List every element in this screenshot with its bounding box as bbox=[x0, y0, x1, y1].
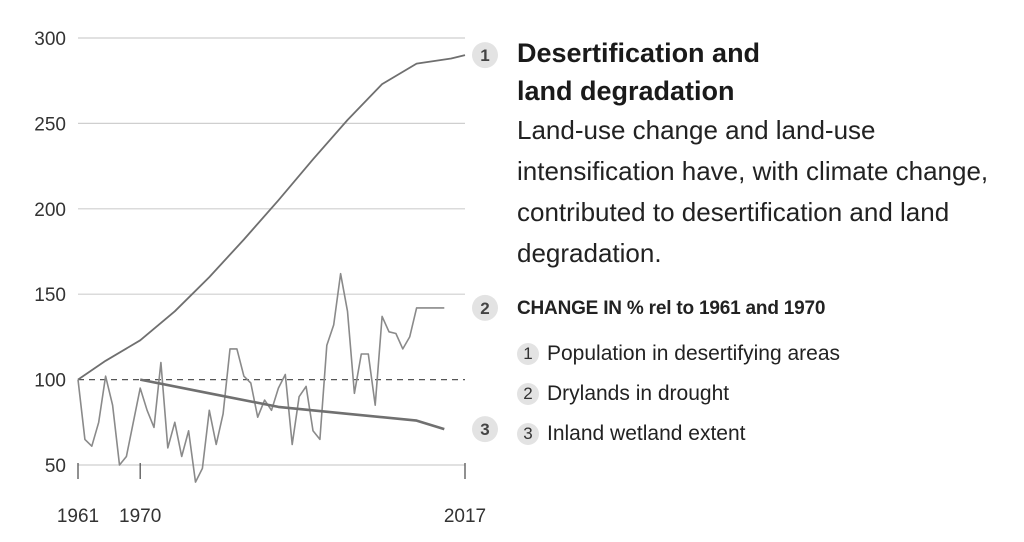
chart-description: Land-use change and land-use intensifica… bbox=[517, 115, 989, 268]
series-marker-circle bbox=[472, 42, 498, 69]
y-tick-label: 300 bbox=[34, 29, 66, 50]
x-tick-label: 1970 bbox=[119, 506, 161, 527]
series-line-1 bbox=[77, 54, 466, 381]
legend-number-badge: 3 bbox=[517, 423, 539, 445]
chart-canvas: 300 250 200 150 100 50 1961 1970 2017 1 2 3 bbox=[34, 29, 498, 527]
y-tick-label: 50 bbox=[45, 456, 66, 477]
legend-label: Drylands in drought bbox=[547, 382, 730, 405]
chart-title: Desertification and land degradation bbox=[517, 38, 761, 106]
series-marker-number: 1 bbox=[480, 46, 489, 65]
legend-number-badge: 2 bbox=[517, 383, 539, 405]
series-marker-circle bbox=[472, 416, 498, 443]
y-tick-label: 250 bbox=[34, 114, 66, 135]
series-end-markers: 1 2 3 bbox=[472, 42, 498, 443]
legend-item: 2 Drylands in drought bbox=[517, 374, 1017, 414]
series-line-2 bbox=[77, 272, 445, 483]
info-panel: Desertification and land degradation Lan… bbox=[517, 34, 1017, 454]
legend-item: 1 Population in desertifying areas bbox=[517, 334, 1017, 374]
chart-gridlines bbox=[78, 37, 465, 466]
chart-subtitle: CHANGE IN % rel to 1961 and 1970 bbox=[517, 298, 826, 319]
legend: 1 Population in desertifying areas 2 Dry… bbox=[517, 334, 1017, 454]
legend-item: 3 Inland wetland extent bbox=[517, 414, 1017, 454]
y-axis-ticks: 300 250 200 150 100 50 bbox=[34, 29, 66, 477]
legend-number-badge: 1 bbox=[517, 343, 539, 365]
x-tick-label: 2017 bbox=[444, 506, 486, 527]
y-tick-label: 200 bbox=[34, 200, 66, 221]
series-marker-number: 3 bbox=[480, 420, 489, 439]
series-line-3 bbox=[139, 378, 445, 431]
y-tick-label: 150 bbox=[34, 285, 66, 306]
legend-label: Population in desertifying areas bbox=[547, 342, 841, 365]
series-marker-number: 2 bbox=[480, 299, 489, 318]
y-tick-label: 100 bbox=[34, 371, 66, 392]
legend-label: Inland wetland extent bbox=[547, 422, 746, 445]
series-lines bbox=[77, 54, 466, 483]
x-axis-ticks: 1961 1970 2017 bbox=[57, 463, 486, 527]
series-marker-circle bbox=[472, 294, 498, 321]
x-tick-label: 1961 bbox=[57, 506, 99, 527]
